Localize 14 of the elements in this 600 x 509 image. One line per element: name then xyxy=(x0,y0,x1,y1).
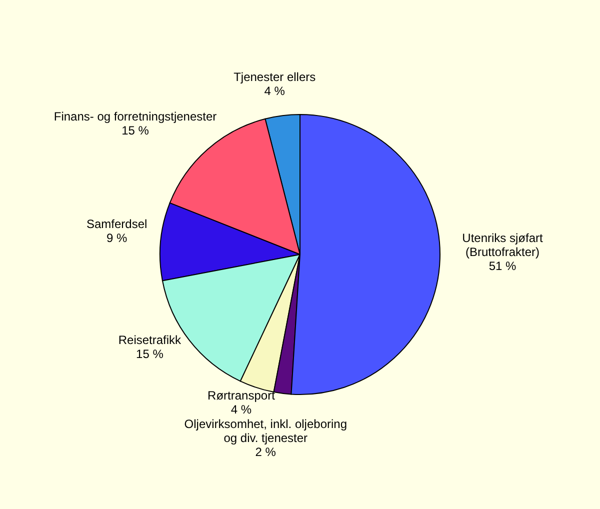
data-label: 4 % xyxy=(230,402,252,416)
data-label: 2 % xyxy=(255,444,276,459)
slice-label: Reisetrafikk xyxy=(118,333,182,348)
slice-label: Samferdsel xyxy=(86,217,148,232)
data-label: 9 % xyxy=(106,231,128,246)
slice-label: Rørtransport xyxy=(208,388,276,402)
data-label: 15 % xyxy=(122,123,150,138)
slice-label: Oljevirksomhet, inkl. oljeboring og div. tjenester xyxy=(184,416,347,445)
data-label: 15 % xyxy=(136,347,164,362)
slice-label: Tjenester ellers xyxy=(234,70,316,84)
data-label: 4 % xyxy=(264,84,286,98)
slice-label: Utenriks sjøfart (Bruttofrakter) xyxy=(462,230,544,259)
slice-label: Finans- og forretningstjenester xyxy=(54,109,217,124)
data-label: 51 % xyxy=(488,258,516,273)
